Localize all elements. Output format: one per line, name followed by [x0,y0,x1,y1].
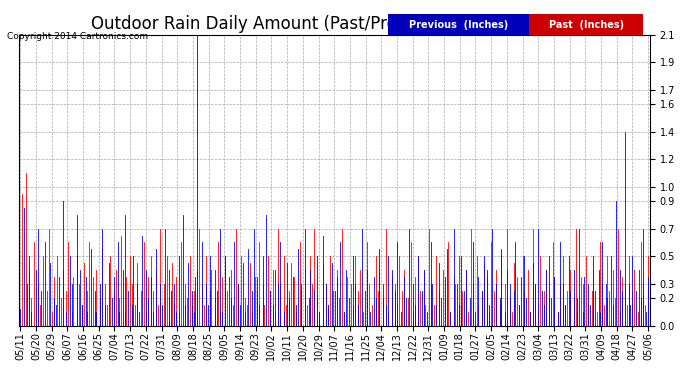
Text: Copyright 2014 Cartronics.com: Copyright 2014 Cartronics.com [7,32,148,41]
Title: Outdoor Rain Daily Amount (Past/Previous Year) 20140511: Outdoor Rain Daily Amount (Past/Previous… [91,15,578,33]
Text: Previous  (Inches): Previous (Inches) [408,20,508,30]
Text: Past  (Inches): Past (Inches) [549,20,624,30]
